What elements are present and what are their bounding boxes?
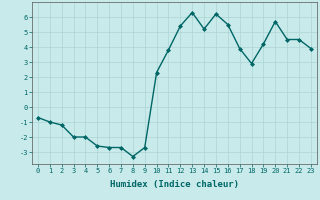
X-axis label: Humidex (Indice chaleur): Humidex (Indice chaleur) [110, 180, 239, 189]
